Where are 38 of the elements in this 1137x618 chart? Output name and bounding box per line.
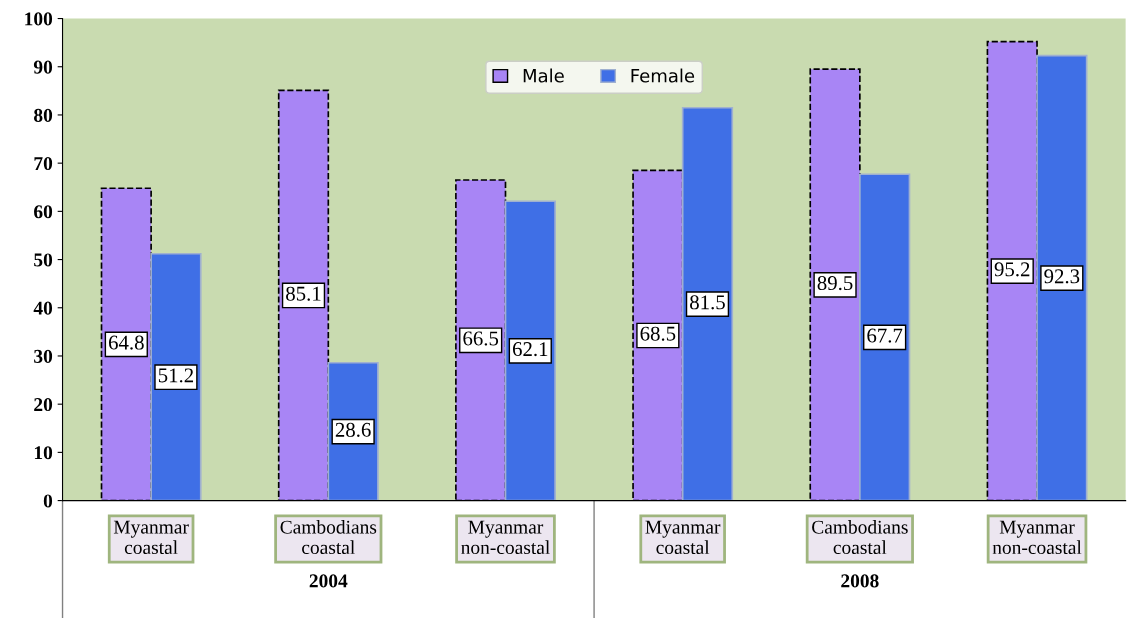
x-tick-label: Myanmar coastal [645,520,721,555]
data-label: 81.5 [690,295,725,310]
y-tick-label: 50 [34,253,53,267]
y-tick-label: 80 [34,108,53,122]
data-label: 92.3 [1044,269,1080,284]
data-label: 67.7 [867,328,903,343]
data-label: 85.1 [286,286,321,301]
y-tick-label: 60 [34,205,53,219]
x-tick-label: Cambodians coastal [812,520,908,555]
y-tick-label: 10 [34,446,53,460]
data-label: 66.5 [463,331,499,346]
y-tick-label: 20 [34,397,53,412]
data-label: 89.5 [817,276,853,291]
y-tick-label: 0 [43,494,53,508]
x-tick-label: Myanmar non-coastal [461,520,550,555]
x-tick-label: Myanmar non-coastal [992,520,1082,555]
data-label: 28.6 [335,422,371,437]
legend-label: Male [523,68,564,83]
data-label: 68.5 [640,326,676,341]
bar [681,106,734,501]
y-tick-label: 30 [34,349,53,363]
text: 2004 [309,574,348,588]
x-tick-label: Myanmar coastal [113,520,189,555]
y-tick-label: 70 [34,156,53,171]
bar [150,252,202,501]
bar [859,173,911,501]
legend-label: Female [631,68,695,83]
x-tick-label: Cambodians coastal [280,520,377,555]
data-label: 51.2 [158,368,194,383]
y-tick-label: 40 [33,301,53,315]
text: 2008 [841,574,879,588]
bar [1036,54,1088,501]
data-label: 62.1 [512,342,548,357]
data-label: 95.2 [994,262,1030,277]
y-tick-label: 90 [33,60,53,74]
bar [504,200,556,501]
y-tick-label: 100 [25,12,53,26]
data-label: 64.8 [108,335,144,350]
